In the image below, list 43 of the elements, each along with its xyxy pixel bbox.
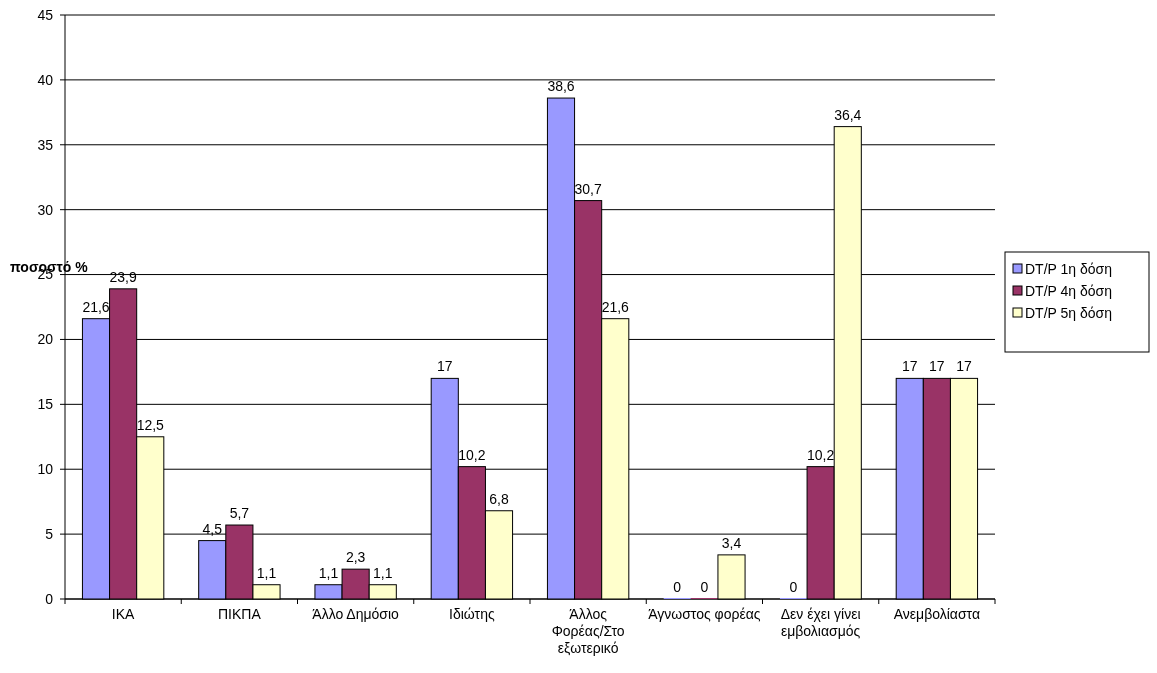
data-label: 17	[956, 358, 972, 375]
x-tick-label: ΙΚΑ	[111, 606, 136, 622]
data-label: 17	[436, 358, 453, 375]
data-label: 10,2	[458, 446, 486, 463]
data-label: 17	[929, 358, 945, 375]
data-label: 36,4	[834, 106, 862, 123]
y-tick-label: 5	[45, 526, 54, 543]
y-tick-label: 10	[37, 461, 54, 478]
data-label: 1,1	[373, 564, 393, 581]
legend-label: DT/P 5η δόση	[1025, 305, 1112, 321]
y-tick-label: 20	[37, 331, 54, 348]
y-tick-label: 15	[37, 396, 54, 413]
data-label: 1,1	[318, 564, 339, 581]
data-label: 21,6	[82, 298, 110, 315]
data-label: 21,6	[601, 298, 630, 315]
x-tick-label: ΠΙΚΠΑ	[217, 606, 262, 622]
data-label: 38,6	[547, 78, 575, 95]
x-tick-label: Δεν έχει γίνει εμβολιασμός	[780, 606, 861, 639]
data-label: 6,8	[489, 490, 509, 507]
x-tick-label: Άλλος Φορέας/Στο εξωτερικό	[551, 606, 625, 656]
legend-label: DT/P 1η δόση	[1025, 261, 1112, 277]
y-tick-label: 30	[37, 201, 54, 218]
legend-label: DT/P 4η δόση	[1025, 283, 1112, 299]
data-label: 0	[789, 579, 798, 595]
data-label: 30,7	[574, 180, 602, 197]
data-label: 4,5	[202, 520, 223, 537]
y-tick-label: 40	[37, 71, 54, 88]
x-tick-label: Άλλο Δημόσιο	[312, 606, 400, 622]
x-tick-label: Ανεμβολίαστα	[893, 606, 980, 622]
x-tick-label: Άγνωστος φορέας	[648, 606, 761, 622]
data-label: 1,1	[256, 564, 277, 581]
y-tick-label: 45	[37, 6, 54, 23]
data-label: 5,7	[229, 505, 250, 522]
data-label: 0	[673, 579, 682, 595]
data-label: 0	[700, 579, 709, 595]
data-label: 3,4	[721, 534, 742, 551]
y-tick-label: 35	[37, 136, 54, 153]
x-tick-label: Ιδιώτης	[449, 606, 495, 622]
data-label: 2,3	[345, 549, 366, 566]
data-label: 12,5	[136, 416, 165, 433]
data-label: 10,2	[807, 446, 835, 463]
data-label: 17	[901, 358, 918, 375]
y-tick-label: 0	[45, 590, 54, 607]
